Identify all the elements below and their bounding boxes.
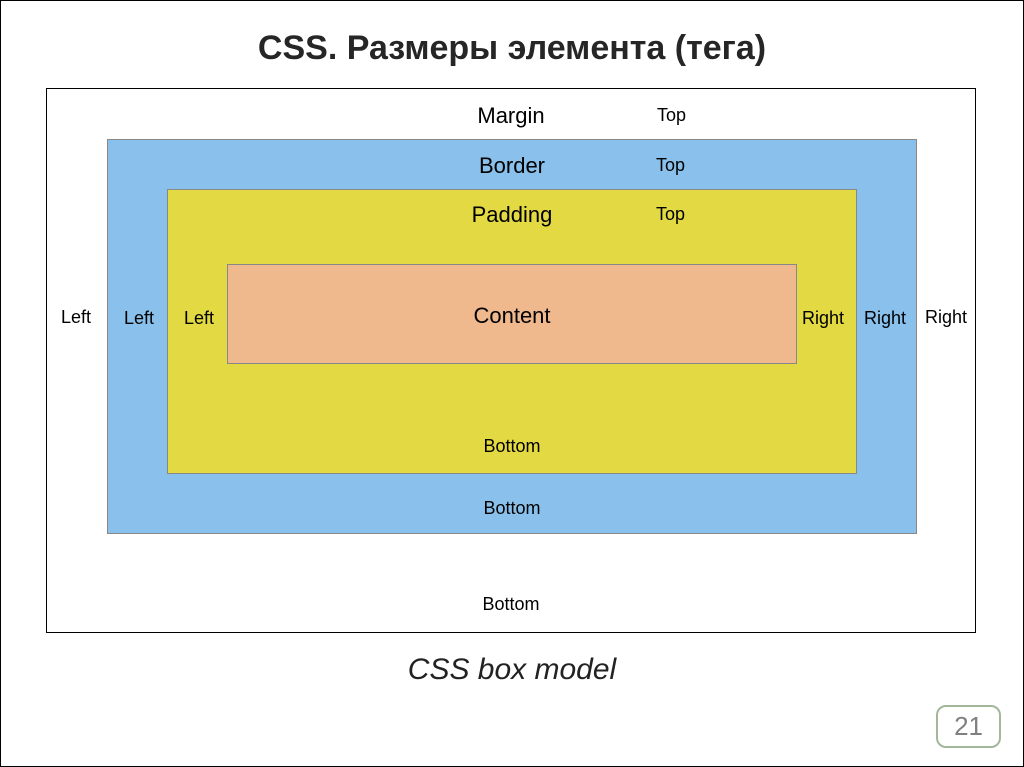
content-label: Content (228, 303, 796, 329)
margin-right-label: Right (925, 307, 967, 328)
margin-label: Margin (47, 103, 975, 129)
slide-subtitle: CSS box model (46, 653, 978, 687)
margin-left-label: Left (61, 307, 91, 328)
padding-bottom-label: Bottom (168, 436, 856, 457)
box-model-diagram: Margin Top Bottom Left Right Border Top … (46, 88, 976, 633)
border-label: Border (108, 153, 916, 179)
border-top-label: Top (656, 155, 685, 176)
margin-top-label: Top (657, 105, 686, 126)
padding-label: Padding (168, 202, 856, 228)
border-left-label: Left (124, 308, 154, 329)
border-bottom-label: Bottom (108, 498, 916, 519)
content-box: Content (227, 264, 797, 364)
padding-right-label: Right (802, 308, 844, 329)
margin-bottom-label: Bottom (47, 594, 975, 615)
padding-left-label: Left (184, 308, 214, 329)
slide-title: CSS. Размеры элемента (тега) (46, 29, 978, 68)
page-number: 21 (936, 705, 1001, 748)
border-right-label: Right (864, 308, 906, 329)
padding-top-label: Top (656, 204, 685, 225)
